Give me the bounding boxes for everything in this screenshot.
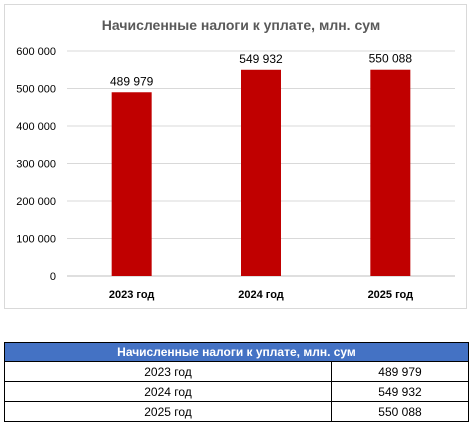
table-cell-value: 550 088 [331, 401, 469, 422]
y-tick-label: 300 000 [16, 159, 56, 171]
y-tick-label: 600 000 [16, 46, 56, 58]
table-cell-year: 2023 год [4, 361, 332, 382]
x-category-label: 2025 год [368, 289, 414, 301]
table-cell-year: 2024 год [4, 381, 332, 402]
x-category-label: 2023 год [109, 289, 155, 301]
data-label: 549 932 [239, 52, 283, 66]
y-tick-label: 100 000 [16, 234, 56, 246]
x-category-labels: 2023 год 2024 год 2025 год [109, 289, 413, 301]
y-tick-label: 500 000 [16, 84, 56, 96]
table-row: 2025 год 550 088 [4, 401, 469, 422]
data-label: 550 088 [369, 52, 413, 66]
y-tick-labels: 0 100 000 200 000 300 000 400 000 500 000 600 … [16, 46, 56, 283]
bar [111, 92, 152, 276]
x-category-label: 2024 год [238, 289, 284, 301]
table-header: Начисленные налоги к уплате, млн. сум [4, 342, 469, 362]
bar-chart: Начисленные налоги к уплате, млн. сум 0 1… [16, 17, 455, 301]
data-table: Начисленные налоги к уплате, млн. сум 20… [4, 342, 469, 422]
table-cell-value: 489 979 [331, 361, 469, 382]
table-row: 2023 год 489 979 [4, 361, 469, 382]
y-tick-label: 200 000 [16, 196, 56, 208]
chart-frame: Начисленные налоги к уплате, млн. сум 0 1… [4, 4, 467, 309]
y-tick-label: 400 000 [16, 121, 56, 133]
table-cell-value: 549 932 [331, 381, 469, 402]
table-header-row: Начисленные налоги к уплате, млн. сум [4, 342, 469, 362]
data-label: 489 979 [110, 74, 154, 88]
table-cell-year: 2025 год [4, 401, 332, 422]
bar [241, 69, 281, 276]
chart-title: Начисленные налоги к уплате, млн. сум [102, 17, 380, 33]
bars [111, 69, 411, 276]
y-tick-label: 0 [50, 271, 56, 283]
table-row: 2024 год 549 932 [4, 381, 469, 402]
bar [370, 69, 411, 276]
data-labels: 489 979 549 932 550 088 [110, 52, 412, 89]
